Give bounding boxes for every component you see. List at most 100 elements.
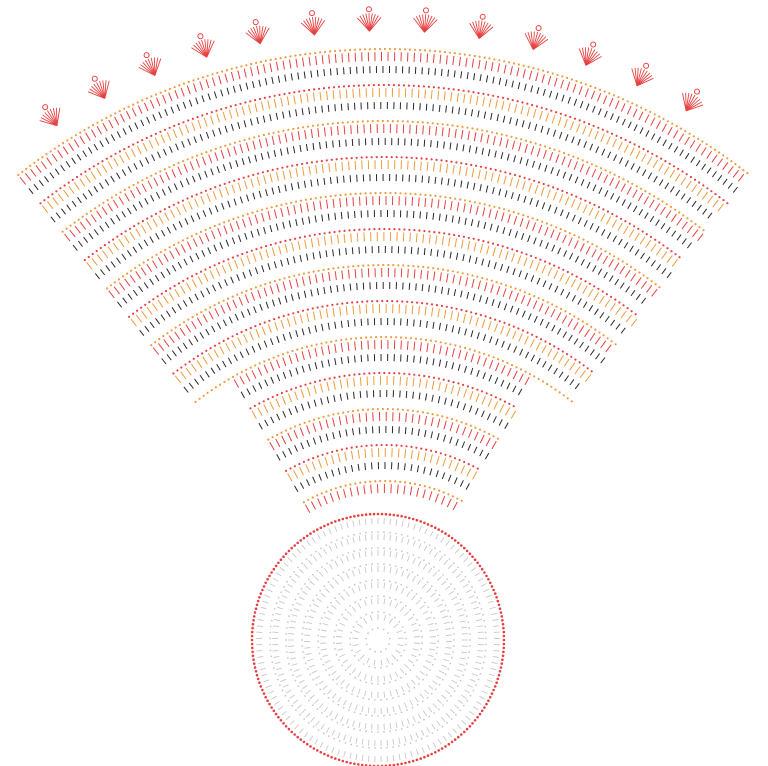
tall-stitch bbox=[254, 214, 259, 224]
chain-stitch bbox=[273, 280, 276, 283]
inner-chain bbox=[355, 621, 358, 623]
tall-stitch bbox=[199, 374, 205, 382]
edge-stitch bbox=[423, 755, 426, 759]
tall-stitch bbox=[344, 466, 347, 474]
inner-chain bbox=[383, 611, 385, 614]
edge-stitch bbox=[480, 709, 484, 713]
tall-stitch bbox=[286, 206, 290, 216]
chain-stitch bbox=[326, 304, 329, 307]
tall-stitch bbox=[614, 100, 620, 110]
inner-stitch bbox=[467, 562, 473, 567]
tall-stitch bbox=[352, 414, 355, 424]
tall-stitch bbox=[567, 318, 573, 327]
chain-stitch bbox=[424, 193, 427, 196]
tall-stitch bbox=[284, 133, 288, 143]
tall-stitch bbox=[183, 386, 189, 393]
tall-stitch bbox=[597, 171, 603, 181]
tall-stitch bbox=[455, 252, 459, 260]
tall-stitch bbox=[344, 451, 347, 461]
chain-stitch bbox=[245, 368, 248, 371]
chain-stitch bbox=[299, 53, 302, 57]
scallop-stitch bbox=[369, 14, 376, 32]
chain-stitch bbox=[496, 437, 499, 440]
inner-stitch bbox=[472, 706, 479, 711]
chain-stitch bbox=[471, 127, 474, 130]
inner-chain bbox=[341, 613, 343, 616]
inner-stitch bbox=[364, 723, 367, 730]
tall-stitch bbox=[293, 256, 296, 264]
inner-chain bbox=[436, 634, 439, 637]
tall-stitch bbox=[354, 160, 357, 170]
inner-chain bbox=[338, 593, 341, 595]
tall-stitch bbox=[172, 129, 178, 139]
chain-stitch bbox=[456, 271, 459, 274]
edge-stitch bbox=[423, 521, 426, 525]
inner-chain bbox=[428, 544, 431, 547]
chain-stitch bbox=[444, 453, 447, 456]
chain-stitch bbox=[308, 88, 311, 92]
inner-chain bbox=[351, 649, 353, 652]
chain-stitch bbox=[622, 98, 625, 101]
inner-chain bbox=[394, 598, 397, 601]
inner-stitch bbox=[257, 656, 264, 658]
chain-stitch bbox=[537, 181, 541, 184]
chain-stitch bbox=[163, 128, 167, 131]
tall-stitch bbox=[563, 358, 570, 367]
chain-stitch bbox=[336, 303, 339, 306]
inner-chain bbox=[409, 742, 412, 744]
inner-stitch bbox=[422, 610, 429, 615]
edge-stitch bbox=[279, 558, 283, 561]
chain-stitch bbox=[142, 261, 145, 264]
chain-stitch bbox=[105, 287, 109, 290]
chain-stitch bbox=[359, 192, 362, 195]
chain-stitch bbox=[235, 66, 238, 69]
chain-stitch bbox=[246, 251, 249, 254]
tall-stitch bbox=[265, 189, 268, 197]
tall-stitch bbox=[456, 401, 460, 409]
tall-stitch bbox=[150, 194, 155, 202]
chain-stitch bbox=[376, 119, 379, 123]
inner-chain bbox=[389, 531, 391, 534]
chain-stitch bbox=[102, 201, 105, 204]
tall-stitch bbox=[412, 210, 415, 219]
tall-stitch bbox=[347, 319, 350, 328]
tall-stitch bbox=[495, 99, 498, 109]
tall-stitch bbox=[630, 163, 635, 170]
edge-stitch bbox=[253, 611, 257, 614]
tall-stitch bbox=[57, 193, 64, 202]
tall-stitch bbox=[559, 273, 565, 282]
chain-stitch bbox=[513, 173, 517, 177]
inner-stitch bbox=[305, 585, 312, 591]
edge-stitch bbox=[476, 715, 479, 719]
inner-stitch bbox=[306, 540, 311, 547]
tall-stitch bbox=[350, 125, 352, 135]
inner-chain bbox=[383, 730, 385, 733]
inner-chain bbox=[371, 730, 373, 733]
chain-stitch bbox=[331, 303, 334, 306]
chain-stitch bbox=[304, 53, 307, 56]
inner-chain bbox=[377, 731, 379, 733]
inner-stitch bbox=[389, 534, 392, 541]
edge-stitch bbox=[316, 528, 319, 531]
tall-stitch bbox=[308, 275, 312, 285]
chain-stitch bbox=[140, 306, 143, 309]
chain-stitch bbox=[526, 215, 530, 218]
edge-stitch bbox=[287, 727, 291, 731]
chain-stitch bbox=[537, 297, 540, 300]
chain-stitch bbox=[227, 337, 230, 340]
chain-stitch bbox=[690, 220, 693, 223]
chain-stitch bbox=[223, 380, 226, 383]
chain-stitch bbox=[710, 190, 713, 193]
chain-stitch bbox=[230, 67, 233, 70]
tall-stitch bbox=[295, 58, 298, 68]
inner-chain bbox=[319, 622, 322, 625]
tall-stitch bbox=[464, 108, 467, 116]
tall-stitch bbox=[500, 325, 505, 335]
tall-stitch bbox=[438, 104, 441, 112]
tall-stitch bbox=[453, 70, 456, 78]
tall-stitch bbox=[615, 306, 622, 315]
chain-stitch bbox=[387, 83, 390, 87]
inner-chain bbox=[446, 578, 449, 581]
tall-stitch bbox=[464, 328, 467, 336]
inner-chain bbox=[423, 541, 426, 544]
